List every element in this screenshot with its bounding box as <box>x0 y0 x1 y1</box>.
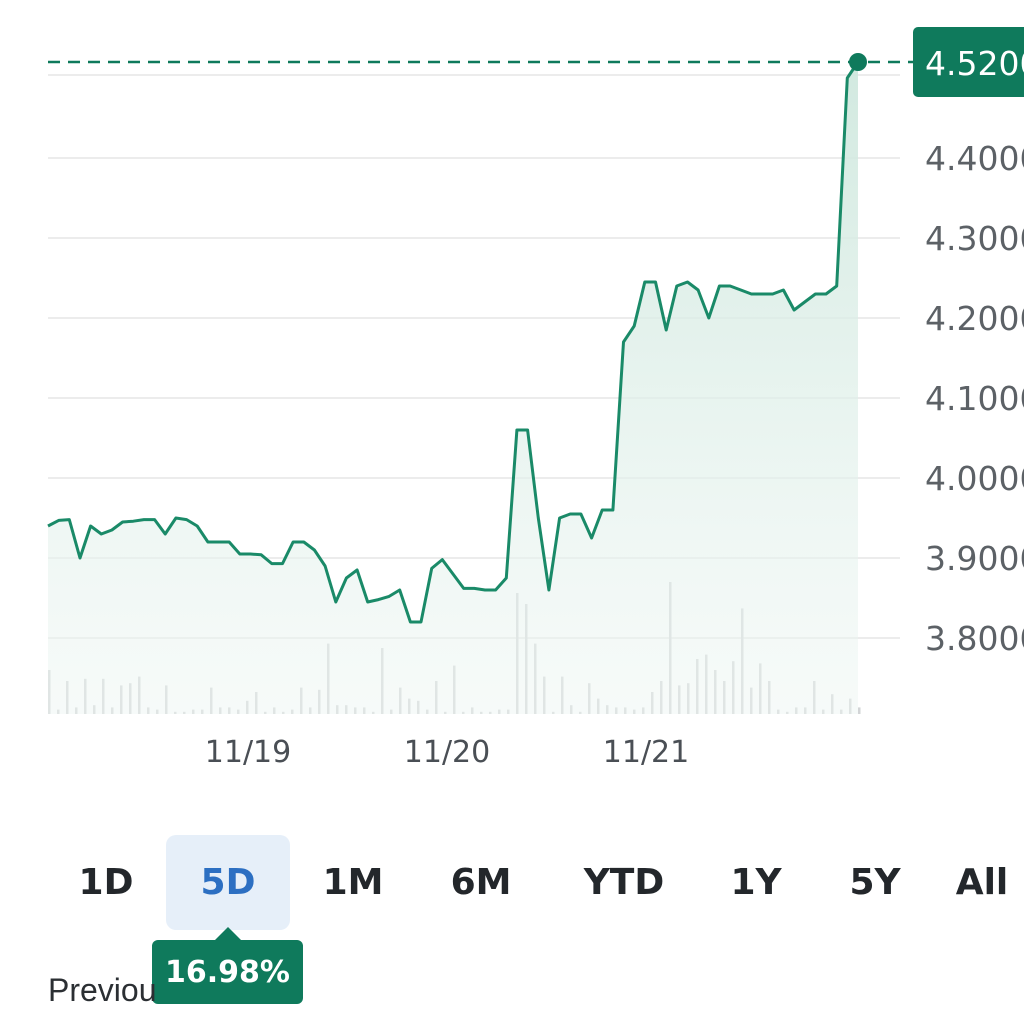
previous-close-label: Previou <box>48 972 157 1008</box>
current-price-tag: 4.5200 <box>913 27 1024 97</box>
y-tick-label: 4.1000 <box>925 379 1024 418</box>
y-axis-labels: 4.4000 4.3000 4.2000 4.1000 4.0000 3.9000 3.80… <box>925 139 1024 658</box>
y-tick-label: 4.0000 <box>925 459 1024 498</box>
range-option-all[interactable]: All <box>955 862 1009 903</box>
range-option-ytd[interactable]: YTD <box>583 862 665 903</box>
range-option-5d[interactable]: 5D <box>166 835 290 930</box>
x-tick-label: 11/20 <box>404 735 490 770</box>
range-selector: 1D 5D 1M 6M YTD 1Y 5Y All <box>0 835 1024 930</box>
range-option-5y[interactable]: 5Y <box>849 862 901 903</box>
range-option-1d[interactable]: 1D <box>78 862 134 903</box>
y-tick-label: 4.4000 <box>925 139 1024 178</box>
range-option-1y[interactable]: 1Y <box>730 862 782 903</box>
range-option-1m[interactable]: 1M <box>322 862 384 903</box>
volume-bar <box>858 707 861 714</box>
x-axis-labels: 11/19 11/20 11/21 <box>205 735 689 770</box>
x-tick-label: 11/21 <box>603 735 689 770</box>
change-percent-badge: 16.98% <box>152 927 303 1004</box>
y-tick-label: 4.3000 <box>925 219 1024 258</box>
price-area <box>48 62 858 714</box>
current-price-label: 4.5200 <box>925 44 1024 83</box>
current-price-dot <box>849 53 867 71</box>
y-tick-label: 3.8000 <box>925 619 1024 658</box>
range-option-6m[interactable]: 6M <box>450 862 512 903</box>
price-chart[interactable]: 4.4000 4.3000 4.2000 4.1000 4.0000 3.9000 3.80… <box>0 0 1024 800</box>
y-tick-label: 4.2000 <box>925 299 1024 338</box>
y-tick-label: 3.9000 <box>925 539 1024 578</box>
price-line <box>47 61 860 624</box>
x-tick-label: 11/19 <box>205 735 291 770</box>
